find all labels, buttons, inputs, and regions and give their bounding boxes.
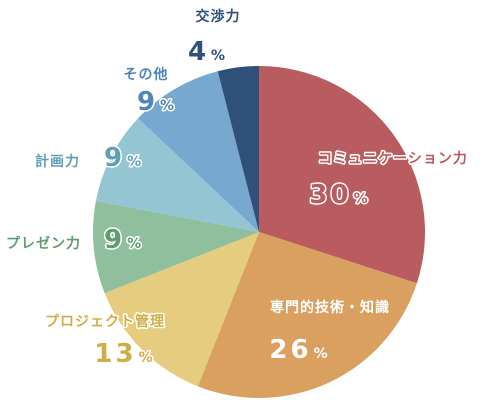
slice-value-3: 13% bbox=[94, 339, 155, 369]
slice-value-unit-4: % bbox=[127, 236, 144, 252]
pie-slices bbox=[92, 66, 426, 398]
slice-value-2: 26% bbox=[269, 335, 330, 365]
slice-value-unit-7: % bbox=[211, 48, 228, 64]
slice-value-5: 9% bbox=[104, 143, 144, 173]
slice-label-2: 専門的技術・知識 bbox=[270, 299, 390, 316]
slice-value-unit-3: % bbox=[139, 350, 156, 366]
slice-value-number-5: 9 bbox=[104, 143, 125, 173]
slice-value-6: 9% bbox=[137, 87, 177, 117]
slice-label-6: その他 bbox=[124, 66, 169, 83]
slice-label-7: 交渉力 bbox=[196, 8, 241, 25]
pie-slice-5 bbox=[95, 118, 259, 232]
slice-value-number-2: 26 bbox=[269, 335, 311, 365]
slice-label-5: 計画力 bbox=[35, 153, 80, 170]
pie-slice-1 bbox=[259, 66, 426, 284]
slice-value-unit-1: % bbox=[354, 191, 371, 207]
pie-labels: コミュニケーション力 30 % 専門的技術・知識 26 % プロジェクト管理 13 % プレゼン力… bbox=[5, 7, 469, 371]
slice-value-unit-5: % bbox=[127, 154, 144, 170]
slice-value-4: 9% bbox=[104, 225, 144, 255]
pie-slice-3 bbox=[104, 232, 259, 387]
slice-label-1: コミュニケーション力 bbox=[318, 150, 468, 167]
pie-slice-4 bbox=[92, 200, 259, 294]
slice-label-3: プロジェクト管理 bbox=[45, 313, 165, 330]
pie-slice-6 bbox=[137, 71, 259, 232]
slice-value-number-4: 9 bbox=[104, 225, 125, 255]
slice-value-number-7: 4 bbox=[188, 37, 209, 67]
slice-value-number-3: 13 bbox=[94, 339, 136, 369]
pie-slice-2 bbox=[197, 232, 417, 398]
slice-value-number-1: 30 bbox=[309, 180, 351, 210]
pie-slice-7 bbox=[217, 66, 259, 232]
slice-value-7: 4% bbox=[188, 37, 228, 67]
slice-value-number-6: 9 bbox=[137, 87, 158, 117]
slice-label-4: プレゼン力 bbox=[6, 235, 81, 252]
slice-value-1: 30% bbox=[309, 180, 370, 210]
slice-value-unit-6: % bbox=[160, 98, 177, 114]
slice-value-unit-2: % bbox=[314, 346, 331, 362]
